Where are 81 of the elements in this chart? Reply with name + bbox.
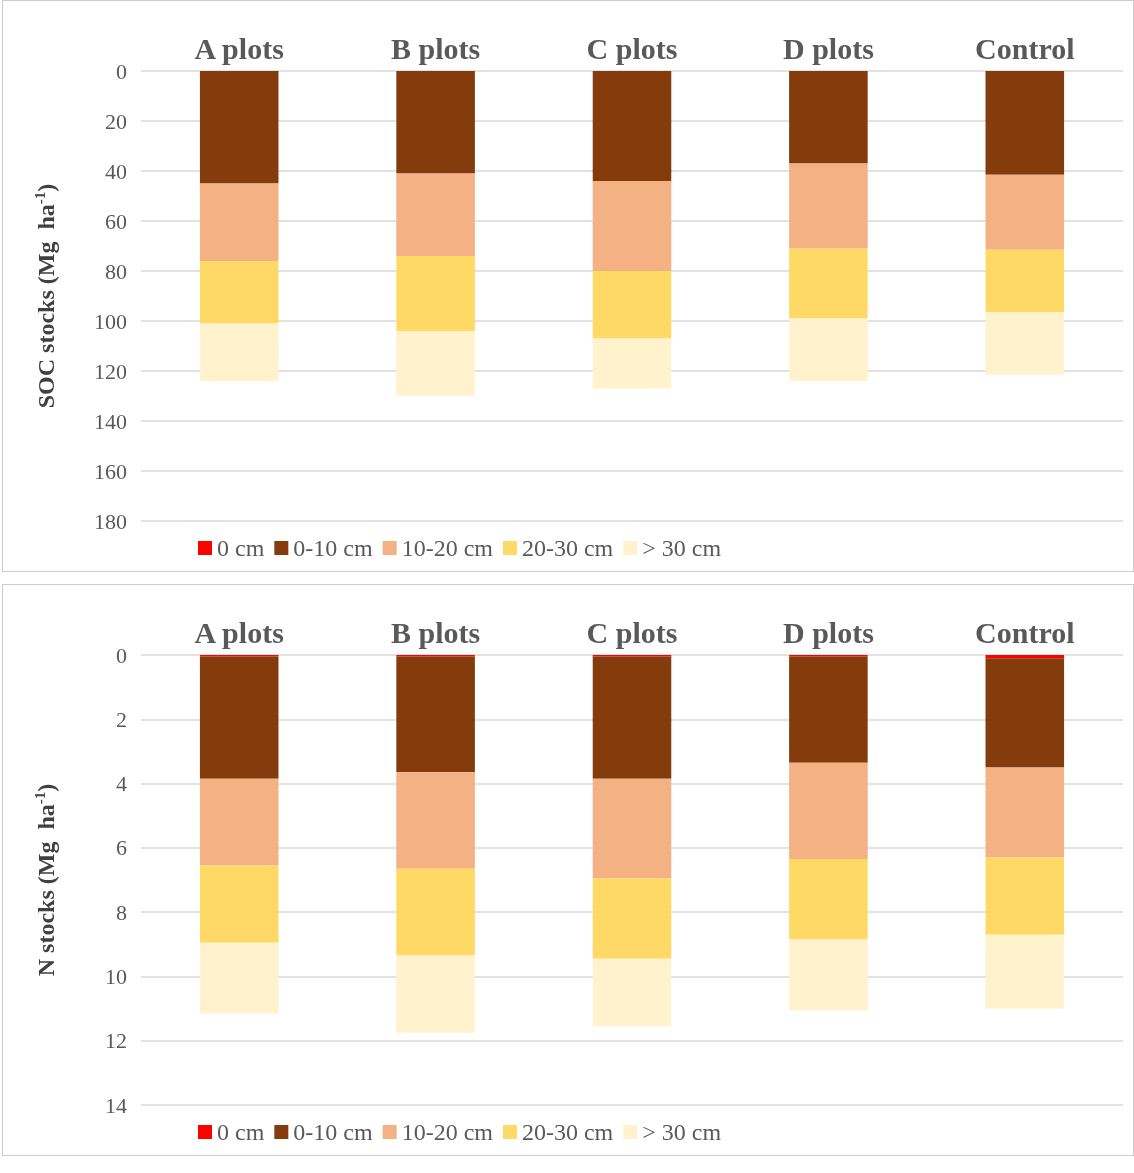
bar xyxy=(985,655,1065,659)
bar xyxy=(985,658,1065,768)
y-tick-label: 0 xyxy=(116,58,127,84)
y-tick-label: 8 xyxy=(116,899,127,925)
y-tick-label: 100 xyxy=(94,308,127,334)
legend-label: > 30 cm xyxy=(642,535,722,561)
bar xyxy=(199,71,279,184)
bar xyxy=(199,942,279,1014)
bar xyxy=(199,323,279,381)
y-tick-label: 12 xyxy=(105,1028,127,1054)
x-tick-label: A plots xyxy=(194,615,284,649)
bar xyxy=(592,958,672,1027)
x-tick-label: D plots xyxy=(782,31,874,65)
legend-label: 10-20 cm xyxy=(401,535,494,561)
y-axis-title: N stocks (Mg ha-1) xyxy=(31,783,59,977)
bar xyxy=(985,174,1065,250)
y-axis-title: SOC stocks (Mg ha-1) xyxy=(31,183,59,409)
x-tick-label: Control xyxy=(975,31,1075,65)
bar xyxy=(199,656,279,779)
bar xyxy=(396,71,475,174)
y-tick-label: 20 xyxy=(105,108,127,134)
y-tick-label: 80 xyxy=(105,258,127,284)
bar xyxy=(592,878,672,959)
bar xyxy=(592,338,672,389)
y-tick-label: 120 xyxy=(94,358,127,384)
x-tick-label: A plots xyxy=(194,31,284,65)
x-tick-label: B plots xyxy=(391,31,481,65)
bar xyxy=(592,71,672,181)
y-tick-label: 160 xyxy=(94,458,127,484)
bar xyxy=(199,778,279,866)
x-tick-label: C plots xyxy=(586,31,678,65)
legend-label: 20-30 cm xyxy=(521,1119,614,1145)
bar xyxy=(789,163,868,249)
bar xyxy=(396,868,475,956)
bar xyxy=(396,772,475,869)
y-tick-label: 14 xyxy=(105,1092,127,1118)
y-tick-label: 2 xyxy=(116,706,127,732)
y-tick-label: 140 xyxy=(94,408,127,434)
x-tick-label: Control xyxy=(975,615,1075,649)
legend-label: 20-30 cm xyxy=(521,535,614,561)
bar xyxy=(789,762,868,860)
bar xyxy=(592,271,672,339)
bar xyxy=(985,857,1065,935)
y-tick-label: 40 xyxy=(105,158,127,184)
y-tick-label: 180 xyxy=(94,508,127,534)
bar xyxy=(789,318,868,381)
bar xyxy=(789,248,868,319)
bar xyxy=(789,656,868,763)
x-tick-label: B plots xyxy=(391,615,481,649)
legend-label: > 30 cm xyxy=(642,1119,722,1145)
x-tick-label: D plots xyxy=(782,615,874,649)
bar xyxy=(199,183,279,261)
legend-label: 0 cm xyxy=(217,1119,265,1145)
bar xyxy=(985,312,1065,375)
bar xyxy=(985,249,1065,313)
bar xyxy=(199,865,279,943)
legend-label: 0-10 cm xyxy=(293,1119,373,1145)
legend-label: 0-10 cm xyxy=(293,535,373,561)
bar xyxy=(396,256,475,331)
bar xyxy=(592,778,672,879)
bar xyxy=(789,939,868,1011)
bar xyxy=(396,331,475,396)
bar xyxy=(789,859,868,940)
legend-label: 10-20 cm xyxy=(401,1119,494,1145)
y-tick-label: 6 xyxy=(116,835,127,861)
y-tick-label: 4 xyxy=(116,771,127,797)
bar xyxy=(396,656,475,773)
y-tick-label: 0 xyxy=(116,642,127,668)
x-tick-label: C plots xyxy=(586,615,678,649)
bar xyxy=(985,71,1065,175)
bar xyxy=(592,656,672,779)
bar xyxy=(396,173,475,256)
bar xyxy=(789,71,868,164)
bar xyxy=(199,261,279,324)
bar xyxy=(592,181,672,271)
y-tick-label: 60 xyxy=(105,208,127,234)
bar xyxy=(396,955,475,1033)
y-tick-label: 10 xyxy=(105,963,127,989)
bar xyxy=(985,767,1065,858)
legend-label: 0 cm xyxy=(217,535,265,561)
bar xyxy=(985,934,1065,1009)
